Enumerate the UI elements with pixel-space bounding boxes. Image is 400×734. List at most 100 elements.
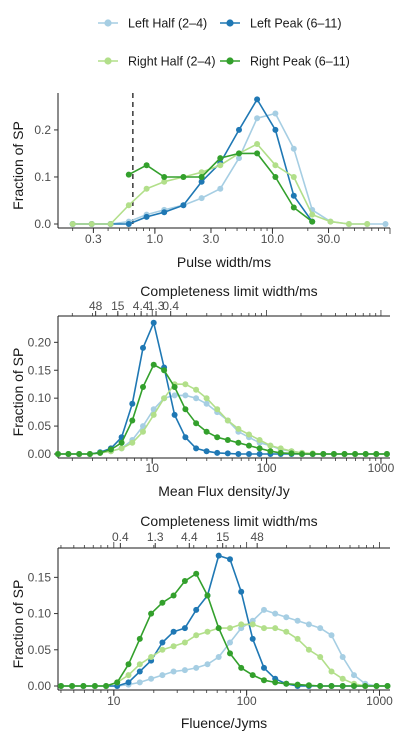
data-point xyxy=(330,451,337,457)
data-point xyxy=(148,654,155,660)
y-tick-label: 0.05 xyxy=(28,419,52,433)
data-point xyxy=(261,677,267,684)
data-point xyxy=(290,204,297,211)
series-4 xyxy=(125,150,316,225)
data-point xyxy=(171,411,178,418)
data-point xyxy=(383,451,390,457)
data-point xyxy=(198,174,205,180)
data-point xyxy=(118,439,125,446)
x-tick-label: 100 xyxy=(237,694,257,708)
data-point xyxy=(171,384,178,390)
data-point xyxy=(327,218,334,225)
data-point xyxy=(254,96,261,103)
data-point xyxy=(235,439,242,446)
data-point xyxy=(272,174,279,180)
series-2 xyxy=(69,96,316,227)
data-point xyxy=(373,451,380,457)
data-point xyxy=(107,221,114,227)
data-point xyxy=(235,451,242,457)
data-point xyxy=(159,599,166,606)
data-point xyxy=(159,639,166,646)
data-point xyxy=(88,221,95,227)
data-point xyxy=(238,621,245,628)
series-line xyxy=(72,98,313,225)
y-tick-label: 0.1 xyxy=(34,170,51,184)
data-point xyxy=(341,451,348,457)
y-tick-label: 0.00 xyxy=(28,447,52,461)
data-point xyxy=(256,445,263,452)
series-line xyxy=(58,321,387,455)
data-point xyxy=(217,155,224,162)
y-axis-label: Fraction of SP xyxy=(10,348,26,437)
data-point xyxy=(182,434,189,441)
legend-item: Right Half (2–4) xyxy=(98,55,216,69)
y-axis-label: Fraction of SP xyxy=(10,121,26,210)
legend-swatch-point xyxy=(226,19,234,27)
data-point xyxy=(103,683,110,689)
data-point xyxy=(267,448,274,455)
data-point xyxy=(227,556,233,563)
top-tick-label: 4.4 xyxy=(133,299,150,313)
data-point xyxy=(290,145,297,152)
y-tick-label: 0.20 xyxy=(28,335,52,349)
data-point xyxy=(227,639,233,646)
data-point xyxy=(249,635,256,642)
data-point xyxy=(249,672,256,679)
data-point xyxy=(69,683,76,689)
data-point xyxy=(170,643,177,650)
data-point xyxy=(384,683,391,689)
data-point xyxy=(69,221,76,227)
series-3 xyxy=(69,141,371,227)
data-point xyxy=(150,406,157,413)
legend-label: Left Peak (6–11) xyxy=(250,17,342,31)
data-point xyxy=(125,171,132,178)
data-point xyxy=(236,150,242,157)
legend-item: Left Peak (6–11) xyxy=(220,17,342,31)
data-point xyxy=(181,578,188,584)
data-point xyxy=(193,386,200,393)
data-point xyxy=(107,446,114,453)
x-tick-label: 30.0 xyxy=(317,232,341,246)
data-point xyxy=(277,449,284,456)
data-point xyxy=(272,126,279,133)
data-point xyxy=(143,213,150,220)
series-line xyxy=(61,609,388,687)
data-point xyxy=(238,588,245,595)
data-point xyxy=(288,450,295,457)
data-point xyxy=(214,434,221,441)
data-point xyxy=(364,221,371,227)
data-point xyxy=(140,423,146,430)
top-tick-label: 48 xyxy=(89,299,103,313)
data-point xyxy=(193,445,200,452)
data-point xyxy=(86,451,93,457)
legend-item: Right Peak (6–11) xyxy=(220,55,350,69)
y-tick-label: 0.10 xyxy=(28,391,52,405)
data-point xyxy=(125,661,132,668)
data-point xyxy=(170,628,177,635)
data-point xyxy=(180,174,187,180)
top-tick-label: 1.3 xyxy=(148,299,165,313)
data-point xyxy=(272,610,279,617)
data-point xyxy=(140,344,146,351)
data-point xyxy=(339,675,346,682)
data-point xyxy=(351,672,357,679)
data-point xyxy=(256,451,263,457)
data-point xyxy=(161,209,168,216)
data-point xyxy=(261,625,267,632)
data-point xyxy=(362,451,369,457)
data-point xyxy=(193,395,200,402)
data-point xyxy=(317,654,324,660)
data-point xyxy=(283,628,290,635)
data-point xyxy=(204,592,211,599)
top-tick-label: 15 xyxy=(216,530,230,544)
data-point xyxy=(182,381,189,388)
x-tick-label: 3.0 xyxy=(203,232,220,246)
data-point xyxy=(198,169,205,176)
series-line xyxy=(72,112,386,225)
data-point xyxy=(246,431,252,438)
data-point xyxy=(203,400,210,407)
data-point xyxy=(198,195,205,202)
series-3 xyxy=(55,381,390,457)
data-point xyxy=(118,445,125,452)
